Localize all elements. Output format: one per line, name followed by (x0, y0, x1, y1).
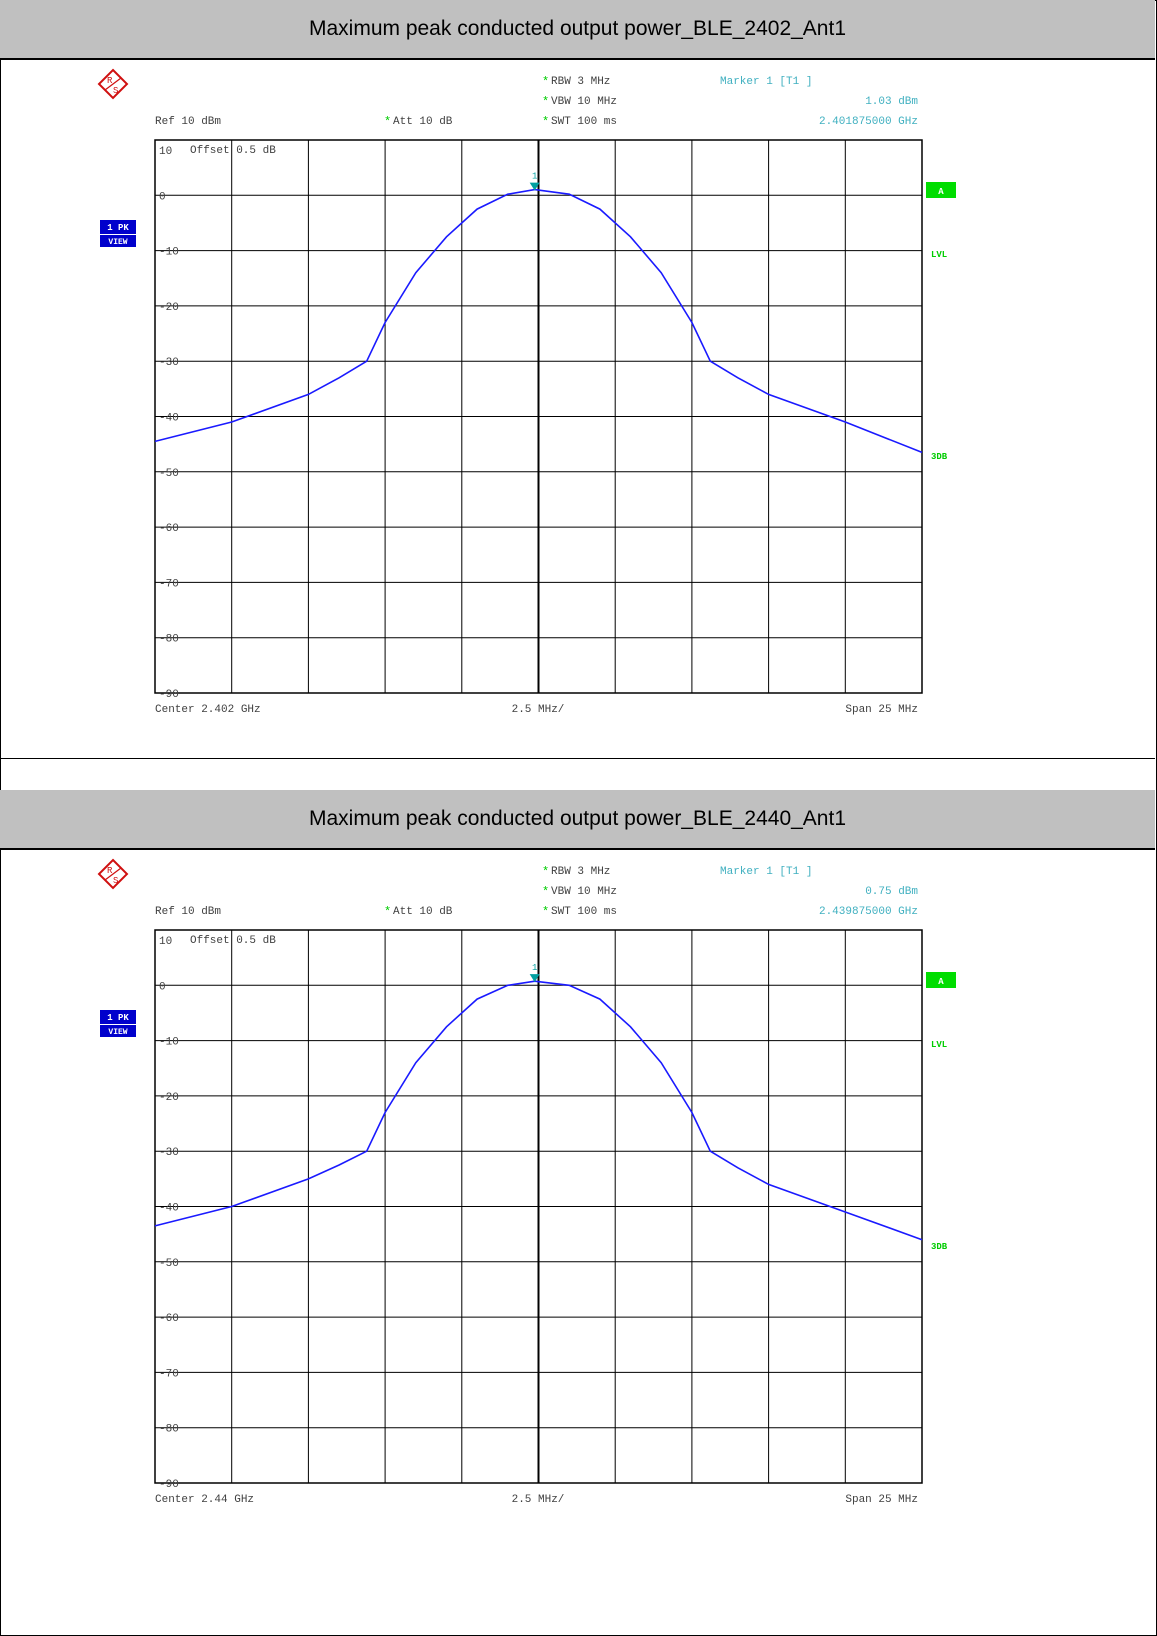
marker-1: 1 (529, 963, 540, 983)
trace-label: 1 PK (107, 223, 129, 233)
trace-info-badge: 1 PK VIEW (100, 220, 136, 247)
y-tick-label: -60 (159, 1313, 179, 1325)
marker-number: 1 (532, 172, 537, 182)
rbw-label: RBW 3 MHz (551, 866, 610, 878)
y-tick-label: -10 (159, 247, 179, 259)
rbw-label: RBW 3 MHz (551, 76, 610, 88)
y-tick-label: 10 (159, 936, 172, 948)
svg-text:R: R (107, 866, 113, 876)
vbw-star: * (542, 95, 549, 109)
y-tick-label: -50 (159, 468, 179, 480)
y-tick-label: -60 (159, 523, 179, 535)
y-tick-label: 0 (159, 981, 166, 993)
chart-title: Maximum peak conducted output power_BLE_… (0, 790, 1155, 850)
status-a-label: A (938, 977, 944, 987)
y-tick-label: -20 (159, 1092, 179, 1104)
rbw-star: * (542, 75, 549, 89)
y-tick-label: -40 (159, 413, 179, 425)
status-a-badge: A (926, 182, 956, 198)
y-tick-label: -70 (159, 578, 179, 590)
span-label: Span 25 MHz (845, 704, 918, 716)
rbw-star: * (542, 865, 549, 879)
view-label: VIEW (108, 1028, 127, 1037)
rs-logo-icon: R S (97, 68, 129, 100)
y-tick-label: -80 (159, 1424, 179, 1436)
svg-text:S: S (113, 876, 118, 886)
swt-star: * (542, 905, 549, 919)
att-star: * (384, 115, 391, 129)
division-label: 2.5 MHz/ (512, 1494, 565, 1506)
y-tick-label: -50 (159, 1258, 179, 1270)
svg-text:R: R (107, 76, 113, 86)
attenuation: Att 10 dB (393, 906, 453, 918)
lvl-label: LVL (931, 1040, 947, 1050)
chart-section-1: Maximum peak conducted output power_BLE_… (0, 0, 1155, 759)
offset-label: Offset 0.5 dB (190, 145, 276, 157)
division-label: 2.5 MHz/ (512, 704, 565, 716)
status-a-badge: A (926, 972, 956, 988)
y-tick-label: -20 (159, 302, 179, 314)
trace-info-badge: 1 PK VIEW (100, 1010, 136, 1037)
y-tick-label: -80 (159, 634, 179, 646)
center-frequency: Center 2.44 GHz (155, 1494, 254, 1506)
marker-frequency: 2.439875000 GHz (819, 906, 918, 918)
y-tick-label: -10 (159, 1037, 179, 1049)
span-label: Span 25 MHz (845, 1494, 918, 1506)
marker-frequency: 2.401875000 GHz (819, 116, 918, 128)
y-tick-label: -70 (159, 1368, 179, 1380)
db3-label: 3DB (931, 452, 948, 462)
marker-label: Marker 1 [T1 ] (720, 866, 812, 878)
marker-level: 0.75 dBm (865, 886, 918, 898)
trace-label: 1 PK (107, 1013, 129, 1023)
chart-section-2: Maximum peak conducted output power_BLE_… (0, 790, 1155, 1634)
view-label: VIEW (108, 238, 127, 247)
marker-label: Marker 1 [T1 ] (720, 76, 812, 88)
chart-title: Maximum peak conducted output power_BLE_… (0, 0, 1155, 60)
y-tick-label: -90 (159, 689, 179, 701)
db3-label: 3DB (931, 1242, 948, 1252)
y-tick-label: 10 (159, 146, 172, 158)
vbw-label: VBW 10 MHz (551, 886, 617, 898)
marker-number: 1 (532, 963, 537, 973)
offset-label: Offset 0.5 dB (190, 935, 276, 947)
marker-1: 1 (529, 172, 540, 191)
swt-label: SWT 100 ms (551, 116, 617, 128)
swt-label: SWT 100 ms (551, 906, 617, 918)
spectrum-plot-1: R S RBW 3 MHz VBW 10 MHz SWT 100 ms Ref … (97, 68, 956, 716)
vbw-label: VBW 10 MHz (551, 96, 617, 108)
y-tick-label: -30 (159, 1147, 179, 1159)
svg-text:S: S (113, 86, 118, 96)
rs-logo-icon: R S (97, 858, 129, 890)
y-tick-label: -40 (159, 1203, 179, 1215)
att-star: * (384, 905, 391, 919)
y-tick-label: -30 (159, 357, 179, 369)
ref-level: Ref 10 dBm (155, 906, 221, 918)
spectrum-plot-2: R S RBW 3 MHz VBW 10 MHz SWT 100 ms Ref … (97, 858, 956, 1506)
ref-level: Ref 10 dBm (155, 116, 221, 128)
status-a-label: A (938, 187, 944, 197)
swt-star: * (542, 115, 549, 129)
lvl-label: LVL (931, 250, 947, 260)
vbw-star: * (542, 885, 549, 899)
attenuation: Att 10 dB (393, 116, 453, 128)
y-tick-label: 0 (159, 191, 166, 203)
center-frequency: Center 2.402 GHz (155, 704, 261, 716)
y-tick-label: -90 (159, 1479, 179, 1491)
marker-level: 1.03 dBm (865, 96, 918, 108)
